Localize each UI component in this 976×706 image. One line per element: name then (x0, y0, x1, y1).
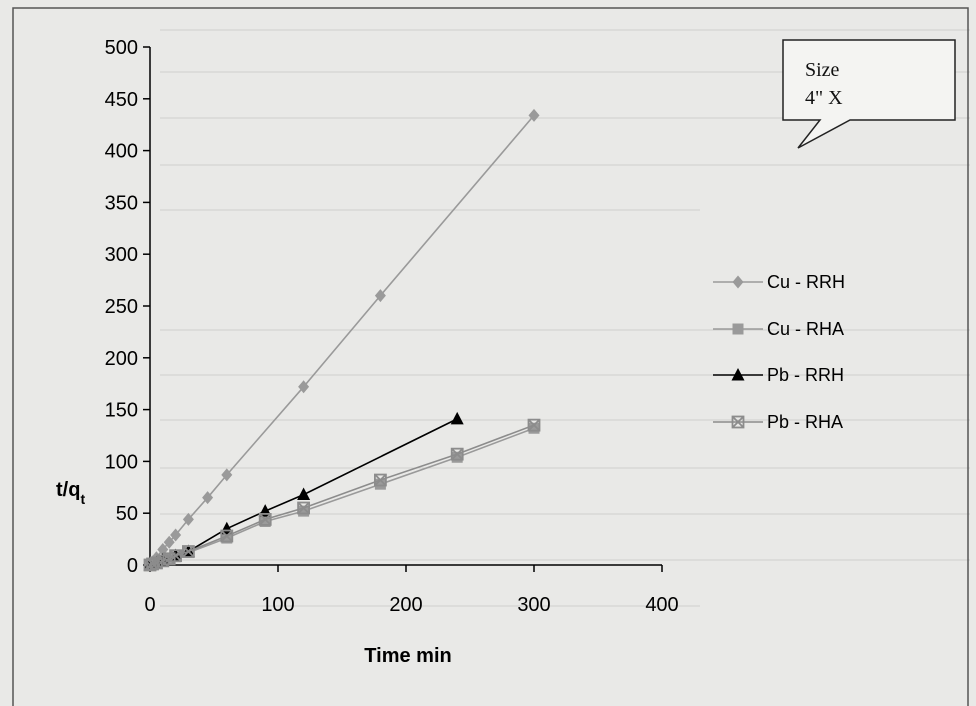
legend: Cu - RRH Cu - RHA Pb - RRH Pb - RHA (713, 272, 845, 432)
data-point (297, 501, 311, 515)
data-point (297, 487, 311, 501)
data-point (527, 418, 541, 432)
data-point (298, 380, 310, 394)
y-tick-label: 400 (105, 141, 138, 163)
data-point (170, 528, 182, 542)
y-tick-label: 500 (105, 37, 138, 59)
x-axis-title: Time min (364, 645, 451, 667)
callout-line1: Size (805, 59, 840, 81)
legend-label: Cu - RRH (767, 272, 845, 292)
y-axis-title-main: t/q (56, 479, 80, 501)
legend-marker (732, 323, 744, 335)
y-tick-label: 350 (105, 192, 138, 214)
data-point (528, 108, 540, 122)
y-tick-label: 200 (105, 348, 138, 370)
y-tick-label: 150 (105, 400, 138, 422)
callout-bubble (782, 39, 956, 149)
data-point (182, 512, 194, 526)
x-tick-group: 0 100 200 300 400 (144, 565, 679, 616)
size-callout: Size 4" X (782, 39, 956, 149)
data-point (181, 545, 195, 558)
y-axis-title-sub: t (80, 491, 85, 507)
legend-label: Cu - RHA (767, 319, 844, 339)
legend-marker (731, 368, 745, 381)
legend-marker (732, 275, 744, 289)
data-point (451, 451, 463, 463)
x-tick-label: 400 (645, 594, 678, 616)
data-point (374, 478, 386, 490)
y-tick-group: 0 50 100 150 200 250 300 350 400 450 500 (105, 37, 150, 577)
callout-line2: 4" X (805, 87, 843, 109)
legend-marker (731, 415, 745, 429)
data-point (259, 515, 271, 527)
chart-frame (12, 7, 969, 706)
plot-area (143, 108, 541, 572)
y-tick-label: 300 (105, 244, 138, 266)
data-point (298, 505, 310, 517)
data-point (221, 468, 233, 482)
data-point (202, 491, 214, 505)
y-axis-title: t/qt (56, 479, 85, 507)
legend-label: Pb - RHA (767, 412, 843, 432)
x-tick-label: 300 (517, 594, 550, 616)
data-point (374, 289, 386, 303)
x-tick-label: 200 (389, 594, 422, 616)
x-tick-label: 100 (261, 594, 294, 616)
y-tick-label: 450 (105, 89, 138, 111)
y-tick-label: 50 (116, 503, 138, 525)
data-point (221, 532, 233, 544)
data-point (373, 473, 387, 487)
data-point (450, 447, 464, 461)
data-point (163, 535, 175, 549)
background-page-lines (160, 29, 970, 607)
y-tick-label: 250 (105, 296, 138, 318)
data-point (450, 411, 464, 425)
data-point (169, 549, 183, 563)
x-tick-label: 0 (144, 594, 155, 616)
data-point (220, 529, 234, 543)
data-point (258, 513, 272, 526)
y-tick-label: 100 (105, 451, 138, 473)
data-point (528, 422, 540, 434)
y-tick-label: 0 (127, 555, 138, 577)
legend-label: Pb - RRH (767, 365, 844, 385)
data-point (162, 552, 176, 566)
